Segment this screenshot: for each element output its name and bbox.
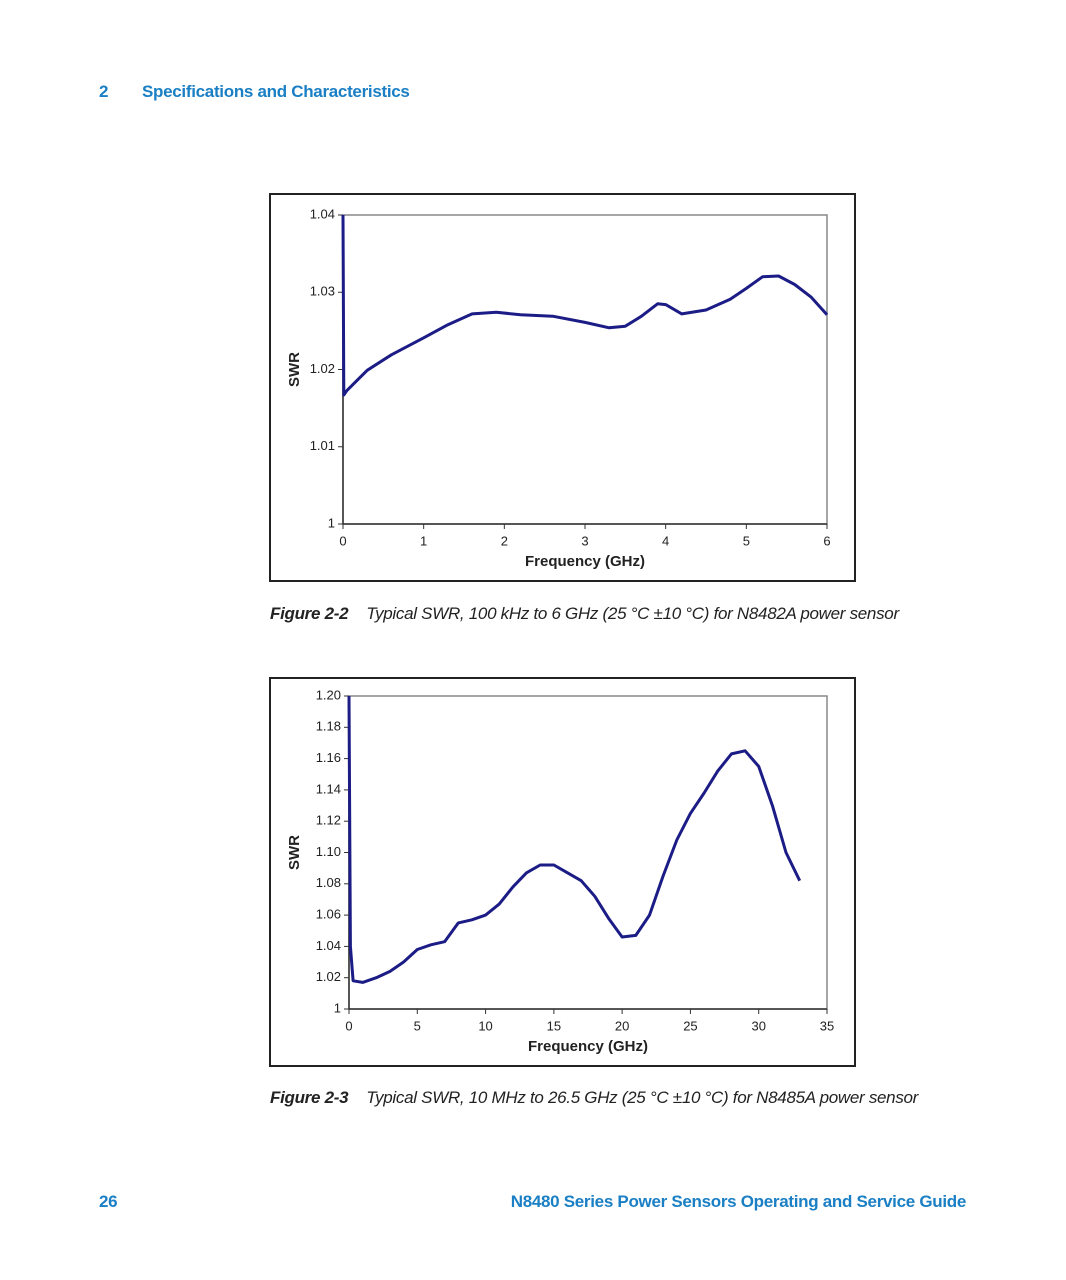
x-tick-label: 6: [823, 533, 830, 548]
x-tick-label: 0: [345, 1018, 352, 1033]
chapter-title: Specifications and Characteristics: [142, 82, 410, 101]
footer-title: N8480 Series Power Sensors Operating and…: [510, 1192, 967, 1211]
y-tick-label: 1.16: [316, 750, 341, 765]
x-tick-label: 5: [414, 1018, 421, 1033]
caption-label: Figure 2-3: [270, 1088, 349, 1107]
x-tick-label: 2: [501, 533, 508, 548]
data-line: [347, 695, 802, 984]
plot-frame: [342, 214, 828, 525]
y-axis-label: SWR: [286, 835, 303, 870]
y-tick-label: 1: [328, 515, 335, 530]
y-tick-label: 1.10: [316, 844, 341, 859]
x-tick-label: 4: [662, 533, 669, 548]
x-axis-label: Frequency (GHz): [528, 1038, 648, 1055]
caption-text: Typical SWR, 100 kHz to 6 GHz (25 °C ±10…: [366, 604, 899, 623]
page-number: 26: [99, 1192, 118, 1211]
chart-frame: [269, 193, 856, 582]
plot-frame: [348, 695, 828, 1010]
x-tick-label: 20: [615, 1018, 629, 1033]
x-axis-label: Frequency (GHz): [525, 553, 645, 570]
data-line: [341, 214, 829, 397]
x-tick-label: 3: [581, 533, 588, 548]
x-tick-label: 15: [547, 1018, 561, 1033]
y-tick-label: 1.02: [310, 361, 335, 376]
y-tick-label: 1.06: [316, 907, 341, 922]
caption-label: Figure 2-2: [270, 604, 349, 623]
y-tick-label: 1.08: [316, 875, 341, 890]
caption-text: Typical SWR, 10 MHz to 26.5 GHz (25 °C ±…: [366, 1088, 919, 1107]
x-tick-label: 30: [751, 1018, 765, 1033]
y-tick-label: 1.20: [316, 687, 341, 702]
y-tick-label: 1.14: [316, 781, 341, 796]
chapter-number: 2: [99, 82, 109, 101]
caption: Figure 2-3 Typical SWR, 10 MHz to 26.5 GH…: [270, 1088, 918, 1108]
y-tick-label: 1.02: [316, 969, 341, 984]
caption: Figure 2-2 Typical SWR, 100 kHz to 6 GHz …: [270, 604, 899, 624]
x-tick-label: 10: [478, 1018, 492, 1033]
y-tick-label: 1.01: [310, 438, 335, 453]
y-tick-label: 1.04: [316, 938, 341, 953]
x-tick-label: 1: [420, 533, 427, 548]
y-axis-label: SWR: [286, 352, 303, 387]
x-tick-label: 25: [683, 1018, 697, 1033]
y-tick-label: 1: [334, 1000, 341, 1015]
y-tick-label: 1.04: [310, 206, 335, 221]
chart-frame: [269, 677, 856, 1067]
y-tick-label: 1.03: [310, 284, 335, 299]
x-tick-label: 5: [743, 533, 750, 548]
y-tick-label: 1.18: [316, 719, 341, 734]
y-tick-label: 1.12: [316, 813, 341, 828]
x-tick-label: 0: [339, 533, 346, 548]
x-tick-label: 35: [820, 1018, 834, 1033]
